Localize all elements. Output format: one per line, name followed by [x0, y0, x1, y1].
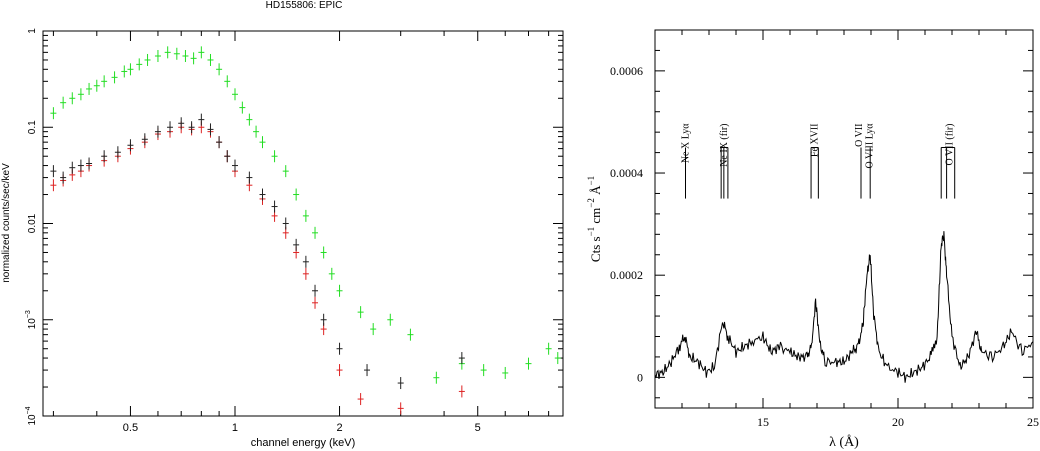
line-id-label: O VII (fir)	[944, 123, 955, 165]
y-axis-ticks-right: 0 0.0002 0.0004 0.0006	[610, 49, 1033, 399]
spectrum-trace	[654, 231, 1034, 383]
y-tick-label: 0.1	[27, 120, 38, 134]
series-points	[50, 121, 465, 415]
data-series-left	[50, 46, 561, 415]
x-tick-label: 2	[336, 422, 342, 434]
y-label-exp: −2	[586, 198, 596, 208]
x-axis-ticks-left: 0.5 1 2 5	[52, 31, 550, 434]
rgs-spectrum-panel: 15 20 25 0 0.0002 0.0004 0.0006 Ne X Lyα Ne IX…	[586, 29, 1039, 450]
y-label-part: Å	[588, 185, 603, 198]
y-tick-label: 0	[637, 370, 643, 384]
y-tick-label: 0.0004	[610, 166, 643, 180]
y-tick-label: 0.01	[27, 213, 38, 233]
y-label-part: cm	[588, 208, 603, 227]
y-tick-mantissa: 10	[27, 318, 38, 330]
x-tick-label: 20	[892, 415, 904, 429]
series-points	[50, 113, 465, 390]
y-tick-label: 0.0002	[610, 268, 643, 282]
x-axis-label-left: channel energy (keV)	[251, 437, 356, 449]
plot-frame-left	[42, 30, 564, 417]
x-tick-label: 5	[475, 422, 481, 434]
y-tick-exponent: −4	[25, 406, 32, 414]
y-axis-label-right: Cts s−1 cm−2 Å−1	[586, 176, 603, 262]
line-id-label: O VII	[854, 123, 865, 146]
x-tick-label: 1	[232, 422, 238, 434]
y-label-exp: −1	[586, 227, 596, 237]
y-label-exp: −1	[586, 176, 596, 186]
x-tick-label: 25	[1027, 415, 1039, 429]
y-tick-mantissa: 0.01	[27, 213, 38, 233]
line-id-label: O VIII Lyα	[865, 123, 876, 169]
line-id-label: Fe XVII	[809, 123, 820, 157]
series-points	[50, 46, 561, 384]
y-label-part: Cts s	[588, 236, 603, 262]
y-tick-label: 0.0006	[610, 64, 643, 78]
x-tick-label: 0.5	[123, 422, 138, 434]
x-axis-label-right: λ (Å)	[829, 434, 859, 450]
y-tick-label: 10−4	[25, 406, 38, 425]
y-axis-label-left: normalized counts/sec/keV	[1, 163, 12, 283]
line-id-markers: Ne X Lyα Ne IX (fir) Fe XVII O VII O VIII Ly…	[681, 123, 955, 199]
y-tick-label: 10−3	[25, 310, 38, 329]
y-tick-mantissa: 0.1	[27, 120, 38, 134]
y-tick-mantissa: 10	[27, 414, 38, 426]
x-axis-ticks-right: 15 20 25	[654, 30, 1039, 429]
y-tick-exponent: −3	[25, 310, 32, 318]
line-id-label: Ne IX (fir)	[719, 123, 730, 166]
plot-frame-right	[654, 29, 1034, 409]
x-tick-label: 15	[757, 415, 769, 429]
chart-title: HD155806: EPIC	[266, 0, 343, 11]
y-tick-mantissa: 1	[27, 28, 38, 34]
y-tick-label: 1	[27, 28, 38, 34]
line-id-label: Ne X Lyα	[681, 123, 692, 163]
spectrum-line	[654, 231, 1034, 383]
